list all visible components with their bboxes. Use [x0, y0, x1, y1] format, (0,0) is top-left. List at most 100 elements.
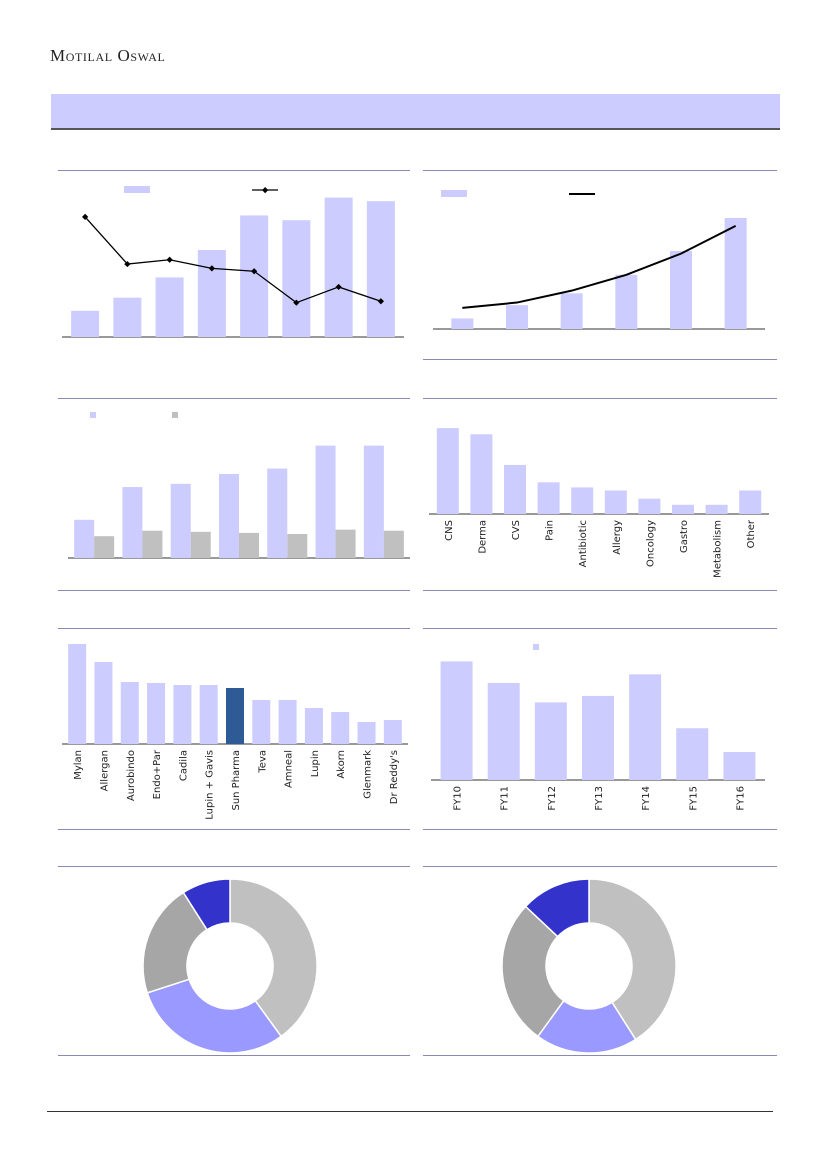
panel-top-rule: [58, 628, 410, 629]
bar: [267, 468, 288, 558]
panel-bottom-rule: [58, 829, 410, 830]
category-label: Teva: [257, 750, 268, 774]
panel-top-rule: [423, 628, 777, 629]
bar: [582, 695, 614, 780]
bar: [170, 483, 191, 558]
category-label: FY15: [688, 786, 699, 811]
bar: [363, 445, 384, 558]
bar: [94, 662, 113, 744]
panel-top-rule: [423, 866, 777, 867]
bar: [304, 708, 323, 744]
chart-c8: [501, 878, 677, 1054]
bar-secondary: [335, 529, 356, 558]
bar: [724, 217, 747, 329]
donut-slice: [182, 878, 231, 931]
bar: [672, 504, 694, 514]
donut-slice: [146, 978, 283, 1054]
category-label: FY13: [594, 786, 605, 811]
panel-bottom-rule: [423, 829, 777, 830]
bar: [506, 305, 528, 329]
line-marker: [166, 256, 173, 263]
category-label: Oncology: [645, 520, 656, 567]
legend-swatch: [533, 644, 539, 650]
bar: [219, 474, 239, 558]
bar: [440, 661, 473, 780]
bar: [604, 490, 627, 514]
exhibit-c6: FY10 FY11 FY12 FY13 FY14 FY15 FY16: [423, 628, 777, 830]
chart-c5: Mylan Allergan Aurobindo Endo+Par Cadila Lupi…: [62, 644, 408, 820]
category-label: Lupin: [310, 750, 321, 777]
category-label: Gastro: [679, 520, 690, 553]
category-label: FY11: [500, 786, 511, 811]
panel-top-rule: [58, 866, 410, 867]
bar: [120, 682, 139, 744]
bar: [705, 504, 728, 514]
bar: [155, 277, 184, 337]
bar: [282, 220, 311, 337]
bar: [560, 293, 583, 329]
donut-slice: [588, 878, 677, 1041]
exhibit-c4: CNS Derma CVS Pain Antibiotic Allergy Oncology…: [423, 398, 777, 591]
bar-secondary: [239, 532, 259, 558]
bar-secondary: [94, 536, 115, 558]
bar: [357, 722, 376, 744]
category-label: FY16: [735, 786, 746, 811]
brand-logo: Motilal Oswal: [50, 46, 166, 65]
bar: [122, 487, 143, 558]
category-label: Metabolism: [713, 520, 724, 578]
bar: [629, 674, 662, 780]
category-label: CVS: [511, 520, 522, 540]
chart-c3: [68, 412, 410, 559]
category-label: Lupin + Gavis: [205, 750, 216, 820]
bar-secondary: [383, 530, 404, 558]
legend-swatch: [90, 412, 96, 418]
panel-top-rule: [58, 398, 410, 399]
bar: [739, 490, 762, 514]
bar: [71, 310, 100, 337]
category-label: Dr Reddy's: [389, 750, 400, 804]
panel-bottom-rule: [423, 359, 777, 360]
chart-c6: FY10 FY11 FY12 FY13 FY14 FY15 FY16: [431, 644, 765, 811]
bar: [68, 644, 87, 744]
bar: [504, 464, 526, 514]
bar: [615, 274, 638, 329]
panel-bottom-rule: [423, 1055, 777, 1056]
chart-c1: [62, 186, 404, 338]
category-label: FY10: [453, 786, 464, 811]
category-label: CNS: [444, 520, 455, 541]
bar: [537, 482, 560, 514]
chart-c2: [433, 190, 765, 330]
bar: [723, 751, 756, 780]
exhibit-c7: [58, 866, 410, 1056]
category-label: Allergan: [99, 750, 110, 791]
bar: [366, 201, 395, 337]
bar: [676, 728, 709, 780]
legend-swatch: [441, 190, 467, 197]
legend-swatch: [124, 186, 150, 193]
panel-bottom-rule: [58, 1055, 410, 1056]
bar-secondary: [142, 530, 163, 558]
category-label: Mylan: [73, 750, 84, 780]
bar-secondary: [190, 531, 211, 558]
bar: [487, 682, 520, 780]
bar: [74, 519, 95, 558]
category-label: Sun Pharma: [231, 750, 242, 811]
bar: [278, 700, 297, 744]
category-label: Pain: [545, 520, 556, 541]
bar: [571, 487, 594, 514]
bar: [451, 318, 474, 329]
chart-c4: CNS Derma CVS Pain Antibiotic Allergy Oncology…: [429, 428, 769, 578]
bar: [226, 688, 244, 744]
category-label: Akorn: [336, 750, 347, 779]
category-label: Aurobindo: [126, 750, 137, 801]
exhibit-c5: Mylan Allergan Aurobindo Endo+Par Cadila Lupi…: [58, 628, 410, 830]
bar: [436, 428, 459, 514]
donut-slice: [229, 878, 318, 1038]
bar: [240, 215, 269, 337]
legend-swatch: [172, 412, 178, 418]
donut-slice: [524, 878, 590, 938]
bar: [670, 250, 692, 329]
line-marker: [124, 260, 131, 268]
panel-bottom-rule: [58, 590, 410, 591]
category-label: Glenmark: [363, 750, 374, 799]
